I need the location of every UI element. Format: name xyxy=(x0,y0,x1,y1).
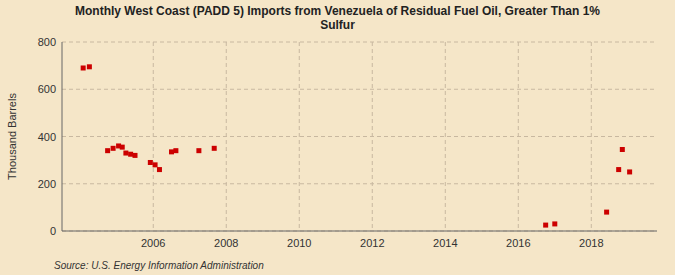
point xyxy=(128,152,133,157)
point xyxy=(87,64,92,69)
y-tick-label: 800 xyxy=(38,36,56,48)
chart-container: Monthly West Coast (PADD 5) Imports from… xyxy=(0,0,675,275)
title: Monthly West Coast (PADD 5) Imports from… xyxy=(75,4,600,32)
grid-line-y xyxy=(62,183,657,184)
point xyxy=(604,210,609,215)
grid-line-y xyxy=(62,89,657,90)
y-tick-label: 0 xyxy=(50,225,56,237)
x-tick-label: 2018 xyxy=(579,237,603,249)
points xyxy=(81,64,632,227)
point xyxy=(81,65,86,70)
y-axis-line xyxy=(62,42,63,231)
point xyxy=(111,146,116,151)
x-tick-label: 2012 xyxy=(360,237,384,249)
point xyxy=(620,147,625,152)
x-tick-label: 2010 xyxy=(287,237,311,249)
grid-line-y xyxy=(62,42,657,43)
point xyxy=(169,149,174,154)
point xyxy=(627,169,632,174)
point xyxy=(133,153,138,158)
point xyxy=(552,221,557,226)
point xyxy=(153,162,158,167)
point xyxy=(148,160,153,165)
grid-line-y xyxy=(62,136,657,137)
point xyxy=(543,223,548,228)
grid xyxy=(62,42,657,231)
x-axis-line xyxy=(62,231,657,232)
point xyxy=(123,151,128,156)
chart: Monthly West Coast (PADD 5) Imports from… xyxy=(0,0,675,275)
point xyxy=(157,167,162,172)
grid-line-y xyxy=(62,231,657,232)
y-tick-label: 600 xyxy=(38,83,56,95)
point xyxy=(212,146,217,151)
grid-line-x xyxy=(445,42,446,231)
y-tick-label: 400 xyxy=(38,131,56,143)
x-tick-label: 2014 xyxy=(433,237,457,249)
y-tick-label: 200 xyxy=(38,178,56,190)
point xyxy=(616,167,621,172)
x-tick-label: 2016 xyxy=(506,237,530,249)
point xyxy=(196,148,201,153)
point xyxy=(105,148,110,153)
grid-line-x xyxy=(299,42,300,231)
point xyxy=(173,148,178,153)
point xyxy=(120,145,125,150)
x-tick-label: 2006 xyxy=(141,237,165,249)
y-axis-label: Thousand Barrels xyxy=(6,93,18,180)
annotation: Source: U.S. Energy Information Administ… xyxy=(54,260,264,271)
x-tick-label: 2008 xyxy=(214,237,238,249)
